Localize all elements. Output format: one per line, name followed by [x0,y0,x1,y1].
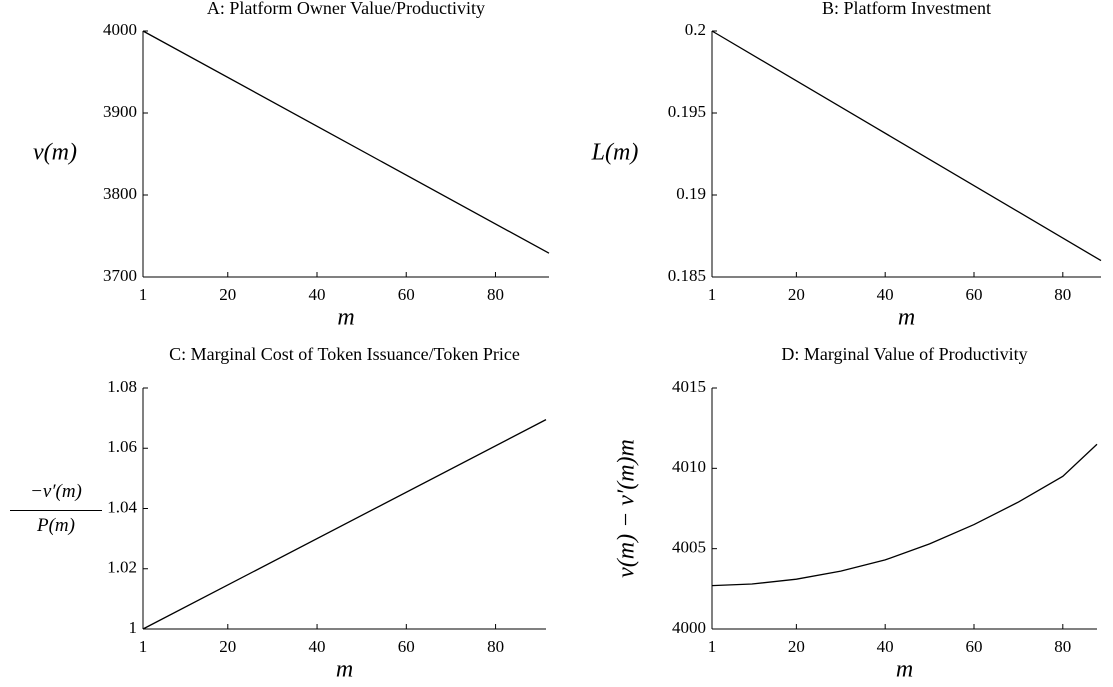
y-tick-label: 1.08 [107,377,137,396]
x-tick-label: 40 [877,637,894,656]
x-axis-label: m [336,657,353,683]
y-tick-label: 3900 [103,102,137,121]
x-tick-label: 80 [1054,285,1071,304]
data-line [711,30,1102,262]
x-tick-label: 40 [877,285,894,304]
panel-title: D: Marginal Value of Productivity [781,344,1027,364]
x-tick-label: 80 [1054,637,1071,656]
data-line [142,30,550,254]
panel-title: C: Marginal Cost of Token Issuance/Token… [169,344,520,364]
data-line [142,419,547,630]
y-axis-label: v(m) [33,140,77,166]
x-axis-label: m [896,657,913,683]
x-tick-label: 80 [487,285,504,304]
y-tick-label: 0.2 [685,20,706,39]
y-tick-label: 1.02 [107,558,137,577]
y-axis-label: L(m) [591,140,639,166]
y-label-denominator: P(m) [36,515,75,536]
x-tick-label: 1 [708,637,717,656]
panel-title: A: Platform Owner Value/Productivity [207,0,485,18]
data-line [711,443,1098,587]
x-tick-label: 1 [708,285,717,304]
x-tick-label: 40 [309,637,326,656]
x-tick-label: 60 [965,285,982,304]
x-tick-label: 60 [398,637,415,656]
x-tick-label: 20 [788,285,805,304]
y-axis-label: v(m) − v′(m)m [614,439,640,578]
x-tick-label: 20 [788,637,805,656]
panel-title: B: Platform Investment [822,0,991,18]
y-tick-label: 4000 [103,20,137,39]
x-tick-label: 20 [219,285,236,304]
x-axis-label: m [898,305,915,331]
y-tick-label: 4005 [672,538,706,557]
x-tick-label: 60 [398,285,415,304]
x-tick-label: 60 [965,637,982,656]
y-tick-label: 1 [129,618,138,637]
x-tick-label: 1 [139,285,148,304]
x-tick-label: 80 [487,637,504,656]
y-tick-label: 1.04 [107,497,137,516]
x-tick-label: 20 [219,637,236,656]
y-tick-label: 3800 [103,184,137,203]
y-label-numerator: −v′(m) [30,481,82,502]
x-tick-label: 1 [139,637,148,656]
y-tick-label: 4010 [672,457,706,476]
y-tick-label: 0.19 [676,184,706,203]
x-tick-label: 40 [309,285,326,304]
y-tick-label: 0.195 [668,102,706,121]
y-tick-label: 1.06 [107,437,137,456]
y-tick-label: 4015 [672,377,706,396]
y-tick-label: 4000 [672,618,706,637]
x-axis-label: m [337,305,354,331]
y-tick-label: 0.185 [668,266,706,285]
y-tick-label: 3700 [103,266,137,285]
